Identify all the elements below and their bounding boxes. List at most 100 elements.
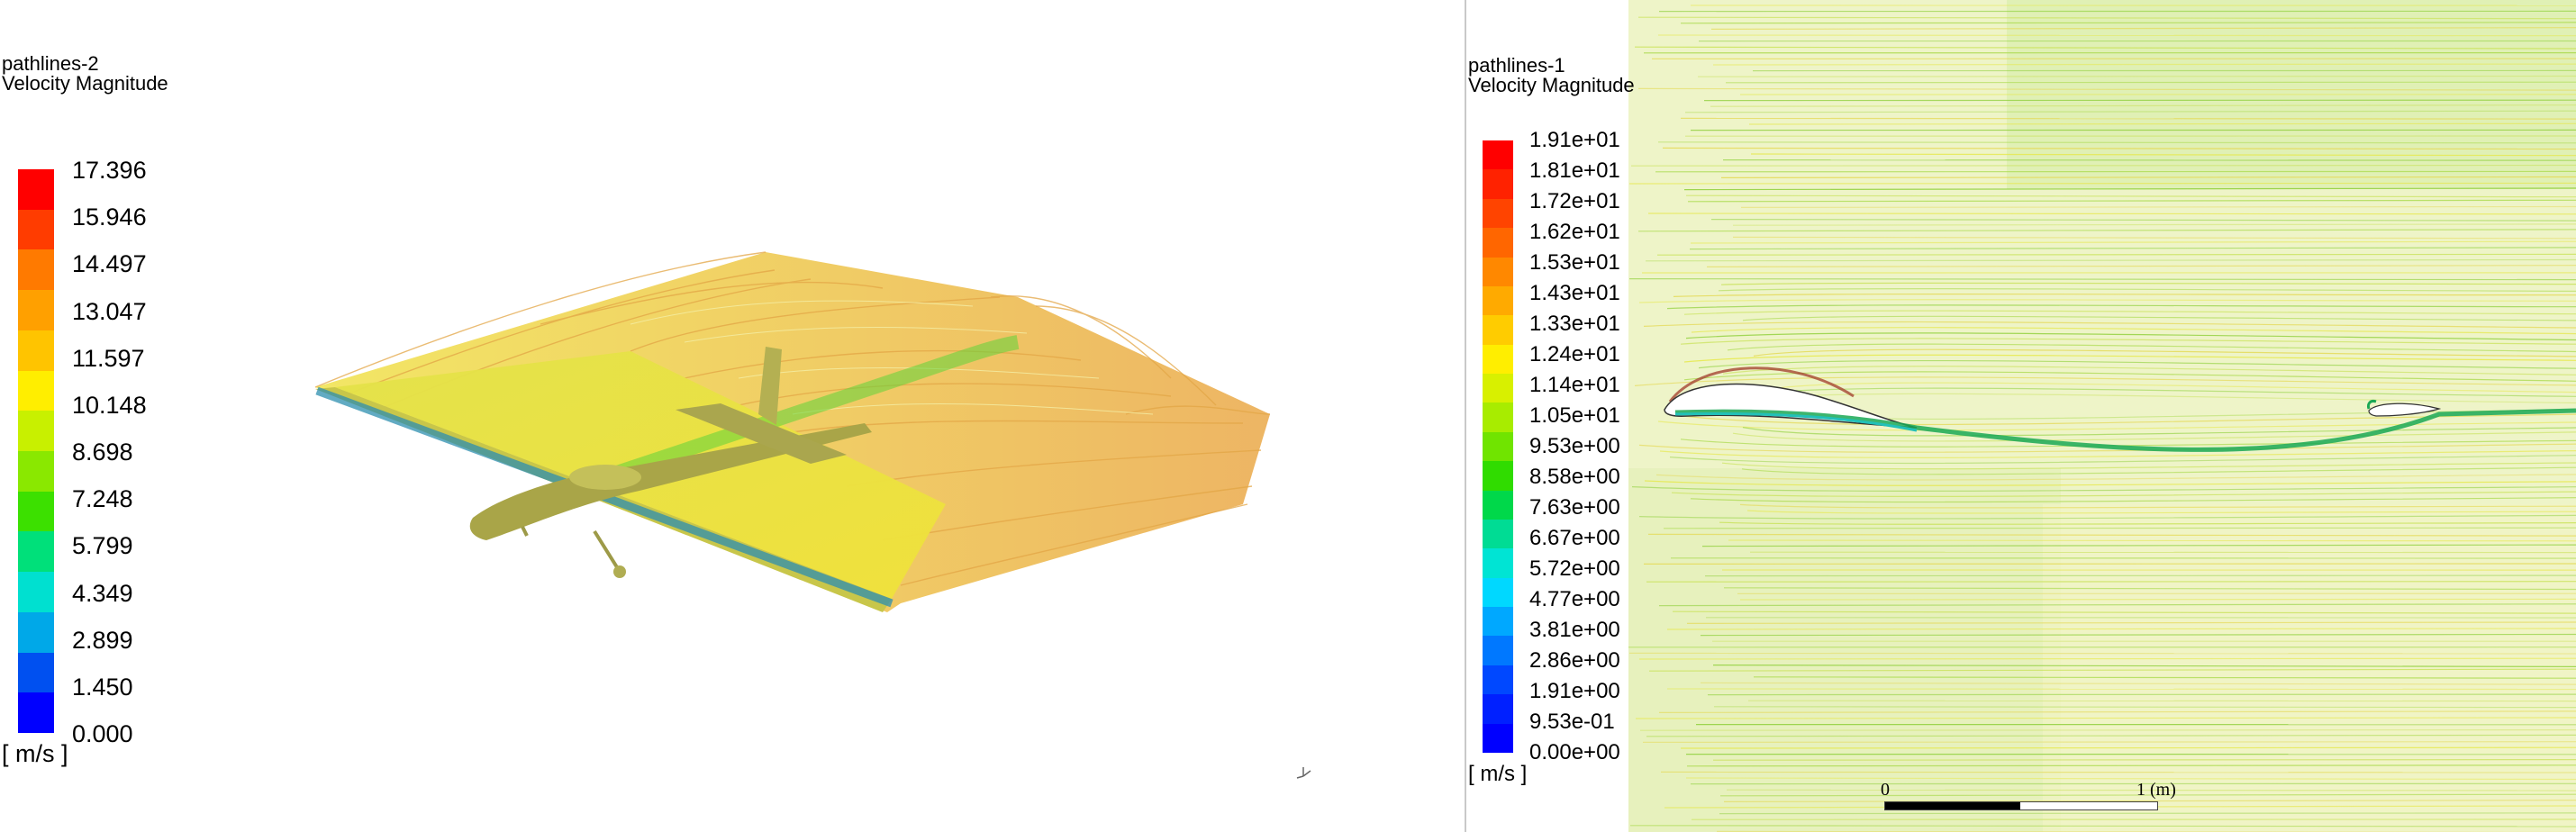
streamline <box>1739 598 2576 601</box>
streamline <box>1727 343 2576 353</box>
legend-title-line-1: pathlines-2 <box>2 52 99 75</box>
color-bar-segment <box>1483 228 1513 258</box>
color-bar-tick-label: 4.77e+00 <box>1529 587 1620 611</box>
streamline <box>1706 265 2576 267</box>
flow-field-region-lower <box>1628 468 2061 832</box>
scale-bar-start-label: 0 <box>1881 780 1890 800</box>
flow-field-region-lower-right <box>2043 504 2576 832</box>
streamline <box>1686 764 2576 767</box>
airfoil-upper-recirculation <box>1668 366 1855 402</box>
streamline <box>1647 213 2576 215</box>
streamline <box>1722 159 2576 161</box>
streamline <box>1719 521 2576 525</box>
streamline <box>1723 587 2576 591</box>
pathlines-2-viewport[interactable]: pathlines-2 Velocity Magnitude 17.396 15.… <box>0 0 1465 832</box>
streamline <box>1725 81 2576 84</box>
scale-bar-filled-segment <box>1885 802 2020 809</box>
color-bar-ticks: 1.91e+01 1.81e+01 1.72e+01 1.62e+01 1.53e+01… <box>1529 130 1646 764</box>
color-bar-segment <box>1483 285 1513 316</box>
streamline <box>1690 497 2576 503</box>
streamline <box>1638 299 2576 303</box>
color-bar-tick-label: 1.91e+01 <box>1529 128 1620 152</box>
streamline <box>1746 510 2576 514</box>
streamline <box>1635 717 2576 719</box>
color-bar-segment <box>18 330 54 371</box>
color-bar-segment <box>1483 519 1513 549</box>
color-bar-tick-label: 9.53e-01 <box>1529 710 1615 734</box>
color-bar-tick-label: 1.72e+01 <box>1529 189 1620 213</box>
streamline <box>1686 621 2576 624</box>
color-bar-unit: [ m/s ] <box>2 740 68 767</box>
scale-bar <box>1884 801 2158 810</box>
streamline <box>1732 223 2576 226</box>
color-bar-segment <box>1483 461 1513 491</box>
color-bar-segment <box>1483 490 1513 520</box>
color-bar-tick-label: 1.05e+01 <box>1529 403 1620 428</box>
streamline <box>1658 710 2576 713</box>
streamline <box>1669 455 2576 465</box>
streamline <box>1739 503 2576 509</box>
color-bar-tick-label: 7.63e+00 <box>1529 495 1620 520</box>
vertical-stabilizer <box>758 347 782 425</box>
streamline <box>1645 258 2576 262</box>
streamline <box>1657 421 2576 431</box>
streamline <box>1740 205 2576 208</box>
color-bar-segment <box>18 411 54 452</box>
streamline <box>1691 327 2576 335</box>
color-bar-segment <box>1483 374 1513 403</box>
color-bar-segment <box>1483 169 1513 199</box>
color-bar-ticks: 17.396 15.946 14.497 13.047 11.597 10.148 8.69… <box>72 158 180 746</box>
color-bar-tick-label: 17.396 <box>72 157 147 184</box>
streamline <box>1685 777 2576 781</box>
color-bar-tick-label: 0.00e+00 <box>1529 740 1620 764</box>
color-bar-segment <box>1483 694 1513 724</box>
streamlines <box>1628 5 2576 832</box>
streamline <box>1685 194 2576 198</box>
color-bar-tick-label: 1.450 <box>72 673 133 701</box>
color-bar-tick-label: 6.67e+00 <box>1529 526 1620 550</box>
color-bar-tick-label: 2.899 <box>72 626 133 654</box>
color-bar-tick-label: 1.53e+01 <box>1529 250 1620 275</box>
aircraft-pathlines-scene <box>314 251 1311 779</box>
streamline <box>1728 539 2576 542</box>
streamline <box>1721 462 2576 470</box>
landing-gear-strut <box>593 529 619 569</box>
color-bar-tick-label: 1.14e+01 <box>1529 373 1620 397</box>
streamline <box>1637 16 2576 20</box>
streamline <box>1753 676 2576 679</box>
legend-title-line-1: pathlines-1 <box>1468 54 1565 77</box>
streamline <box>1680 117 2576 120</box>
streamline <box>1719 793 2576 797</box>
color-bar-segment <box>1483 665 1513 695</box>
streamline <box>1658 603 2576 607</box>
streamline <box>1684 110 2576 113</box>
color-bar-tick-label: 1.43e+01 <box>1529 281 1620 305</box>
streamline <box>1741 466 2576 475</box>
streamline <box>1742 315 2576 321</box>
streamline <box>1753 382 2576 393</box>
color-bar-segment <box>1483 344 1513 374</box>
color-bar-tick-label: 10.148 <box>72 391 147 419</box>
color-bar-tick-label: 5.72e+00 <box>1529 556 1620 581</box>
streamline <box>1659 450 2576 459</box>
streamline <box>1687 199 2576 203</box>
streamline <box>1700 633 2576 637</box>
streamline <box>1657 141 2576 144</box>
color-bar-tick-label: 13.047 <box>72 297 147 325</box>
tail-airfoil-edge <box>2367 400 2377 410</box>
streamline <box>1637 229 2576 232</box>
streamline <box>1720 176 2576 178</box>
color-bar-unit: [ m/s ] <box>1468 762 1528 786</box>
streamline <box>1700 682 2576 685</box>
streamline <box>1720 282 2576 285</box>
pathlines-1-viewport[interactable]: pathlines-1 Velocity Magnitude 1.91e+01 1… <box>1466 0 2576 832</box>
airfoil-pathlines-scene <box>1628 0 2576 832</box>
streamline <box>1712 665 2576 667</box>
streamline <box>1680 338 2576 345</box>
streamline <box>1655 474 2576 481</box>
color-bar-segment <box>18 451 54 492</box>
streamline <box>1639 729 2576 731</box>
viewport-divider[interactable] <box>1465 0 1466 832</box>
streamline <box>1689 247 2576 250</box>
color-bar-tick-label: 1.33e+01 <box>1529 312 1620 336</box>
